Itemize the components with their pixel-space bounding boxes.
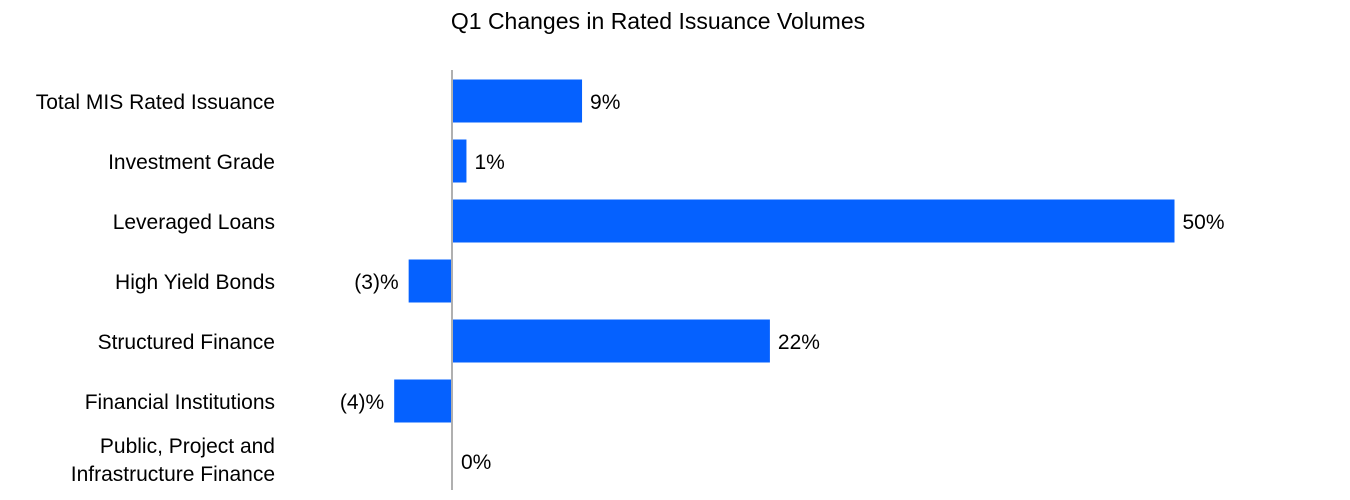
data-label: 22% (778, 331, 820, 354)
bar (452, 139, 467, 183)
category-label: Public, Project and Infrastructure Financ… (71, 435, 275, 486)
category-label: High Yield Bonds (115, 271, 275, 294)
data-label: 9% (590, 91, 620, 114)
chart-title: Q1 Changes in Rated Issuance Volumes (450, 8, 866, 34)
category-label: Investment Grade (108, 151, 275, 174)
data-label: 1% (474, 151, 504, 174)
bar (408, 259, 452, 303)
data-label: (3)% (354, 271, 398, 294)
category-label: Structured Finance (98, 331, 275, 354)
category-label: Financial Institutions (85, 391, 275, 414)
bar (452, 199, 1175, 243)
data-label: (4)% (340, 391, 384, 414)
category-label: Total MIS Rated Issuance (36, 91, 275, 114)
bar (452, 319, 770, 363)
data-label: 0% (461, 451, 491, 474)
bar (452, 79, 583, 123)
category-label: Leveraged Loans (113, 211, 275, 234)
data-label: 50% (1183, 211, 1225, 234)
bar (394, 379, 452, 423)
